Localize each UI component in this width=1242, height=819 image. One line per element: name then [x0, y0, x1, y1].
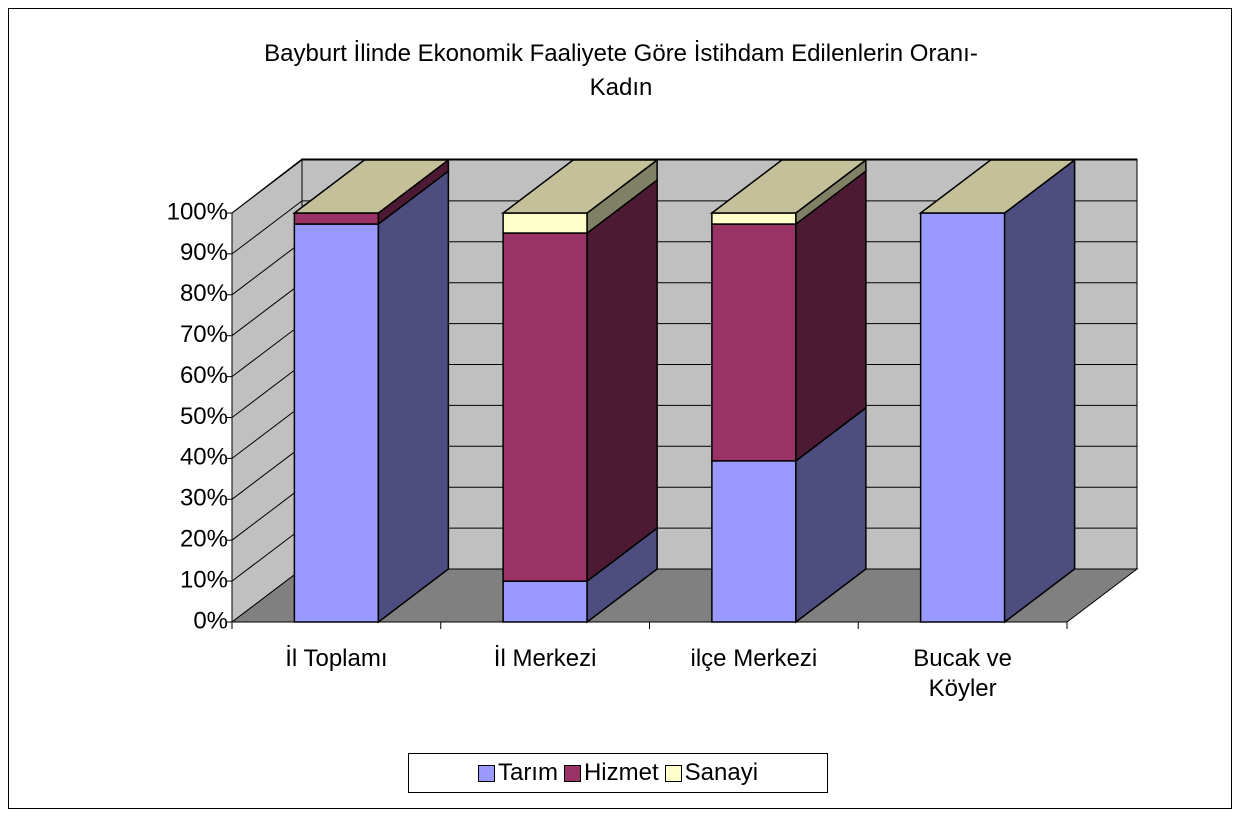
- legend-swatch: [664, 764, 682, 782]
- bar-segment: [711, 460, 797, 623]
- x-tick-label: ilçe Merkezi: [690, 645, 818, 672]
- grid-line: [231, 282, 303, 337]
- bar-segment: [502, 212, 588, 234]
- bar-segment: [711, 223, 797, 462]
- chart-title: Kadın: [589, 74, 653, 101]
- bar-segment: [293, 223, 380, 623]
- legend-swatch: [563, 764, 581, 782]
- y-tick-label: 10%: [180, 566, 228, 593]
- grid-line: [231, 200, 303, 255]
- chart-frame: [8, 8, 1232, 809]
- y-tick-label: 30%: [180, 485, 228, 512]
- legend-swatch: [477, 764, 495, 782]
- grid-line: [231, 241, 303, 296]
- bar-top: [709, 159, 869, 214]
- legend: Tarım Hizmet Sanayi: [408, 753, 828, 793]
- grid-line: [231, 445, 303, 500]
- bar-top: [500, 159, 660, 214]
- bar-side: [586, 178, 658, 583]
- y-tick-label: 40%: [180, 444, 228, 471]
- y-tick-label: 70%: [180, 321, 228, 348]
- bar-side: [1003, 158, 1076, 624]
- legend-item: Hizmet: [563, 759, 659, 787]
- y-tick-label: 100%: [167, 198, 228, 225]
- bar-segment: [502, 580, 588, 623]
- y-tick-label: 80%: [180, 280, 228, 307]
- x-tick-label: Bucak ve Köyler: [913, 645, 1012, 702]
- chart-title: Bayburt İlinde Ekonomik Faaliyete Göre İ…: [264, 40, 978, 67]
- grid-line: [231, 364, 303, 418]
- bar-top: [918, 159, 1077, 214]
- y-tick-label: 60%: [180, 362, 228, 389]
- grid-line: [231, 323, 303, 377]
- grid-line: [231, 527, 303, 582]
- legend-item: Sanayi: [664, 759, 759, 787]
- bar-top: [292, 159, 451, 214]
- y-tick-label: 0%: [193, 607, 228, 634]
- y-tick-label: 20%: [180, 526, 228, 553]
- bar-segment: [711, 212, 797, 225]
- grid-line: [231, 159, 303, 214]
- legend-item: Tarım: [477, 759, 558, 787]
- legend-label: Tarım: [497, 759, 558, 786]
- y-tick-label: 50%: [180, 403, 228, 430]
- bar-segment: [293, 212, 380, 225]
- x-tick-label: İl Toplamı: [285, 645, 388, 672]
- grid-line: [231, 486, 303, 541]
- y-tick-label: 90%: [180, 239, 228, 266]
- bar-segment: [919, 212, 1006, 623]
- bar-side: [377, 169, 450, 624]
- x-tick-label: İl Merkezi: [493, 645, 597, 672]
- grid-line: [231, 405, 303, 459]
- bar-segment: [502, 232, 588, 582]
- legend-label: Sanayi: [684, 759, 759, 786]
- legend-label: Hizmet: [583, 759, 659, 786]
